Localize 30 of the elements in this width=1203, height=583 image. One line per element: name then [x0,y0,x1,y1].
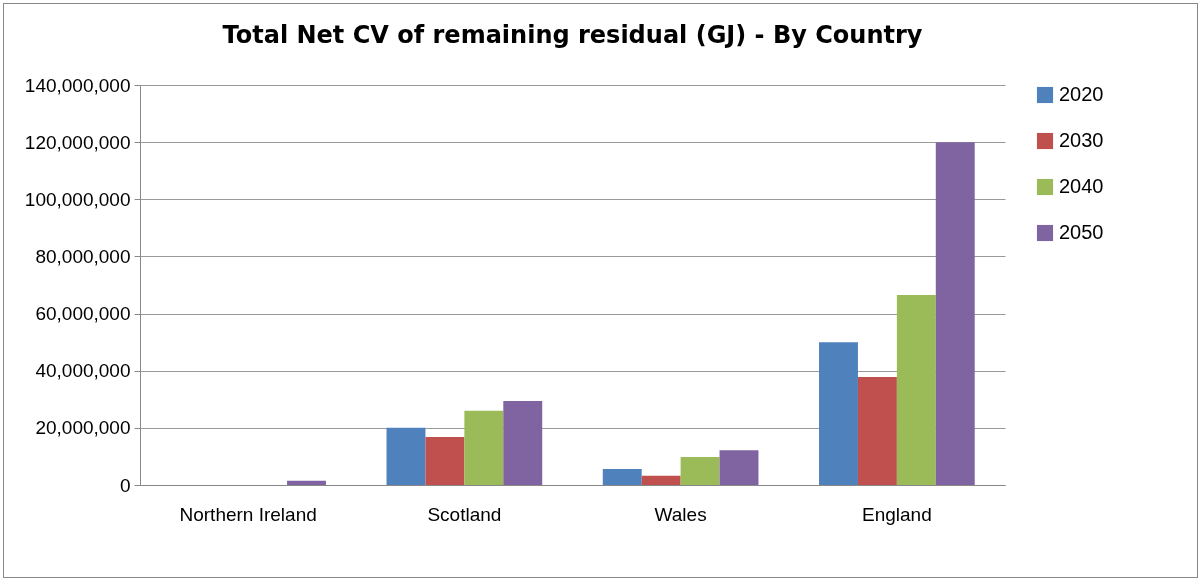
bar [641,475,681,485]
y-tick-label: 40,000,000 [35,360,131,382]
x-tick-label: Northern Ireland [179,503,317,525]
bar [719,450,759,485]
x-tick-label: England [862,503,932,525]
bar [896,295,936,485]
chart-title: Total Net CV of remaining residual (GJ) - By Country [222,21,923,49]
y-tick-label: 120,000,000 [24,131,131,153]
y-tick-label: 20,000,000 [35,417,131,439]
legend-label: 2020 [1059,83,1104,105]
y-tick-label: 100,000,000 [24,188,131,210]
bar [680,457,720,485]
x-tick-label: Scotland [427,503,502,525]
bar [602,469,642,485]
y-tick-label: 0 [119,474,131,496]
bar [464,410,504,485]
bar [386,427,426,485]
bar [503,401,543,485]
y-tick-label: 80,000,000 [35,245,131,267]
bar [819,342,858,485]
bar [425,437,465,485]
bar [935,142,975,485]
y-tick-label: 140,000,000 [24,74,131,96]
legend-label: 2050 [1059,221,1104,243]
legend-label: 2030 [1059,129,1104,151]
x-tick-label: Wales [654,503,707,525]
y-tick-label: 60,000,000 [35,303,131,325]
bar [857,377,897,485]
bar [287,480,326,485]
legend-label: 2040 [1059,175,1104,197]
